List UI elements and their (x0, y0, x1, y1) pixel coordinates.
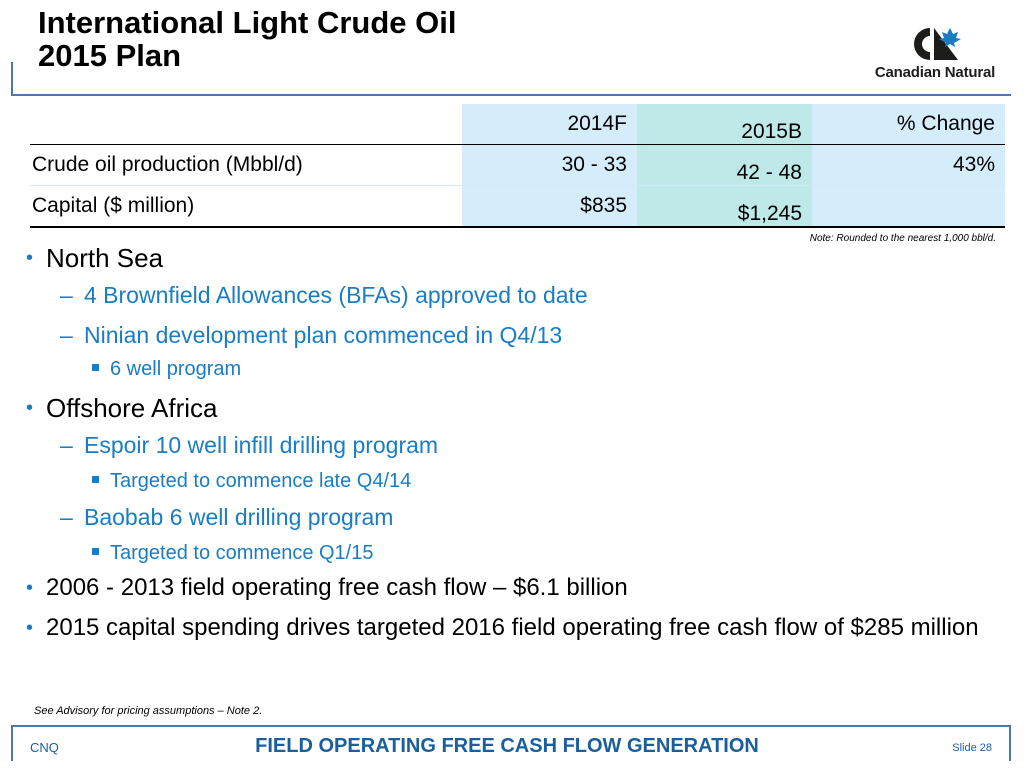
sub-bullet-item: – 4 Brownfield Allowances (BFAs) approve… (26, 280, 986, 310)
bullet-text: 2006 - 2013 field operating free cash fl… (46, 574, 628, 601)
table-header-2015b: 2015B (637, 104, 812, 145)
row-label: Capital ($ million) (30, 185, 462, 228)
sub-bullet-item: – Espoir 10 well infill drilling program (26, 430, 986, 460)
footer-frame (11, 725, 1011, 761)
bullet-item: • 2015 capital spending drives targeted … (26, 612, 986, 644)
cell-2015b: $1,245 (637, 185, 812, 228)
cell-2015b: 42 - 48 (637, 144, 812, 186)
sub-sub-bullet-item: Targeted to commence Q1/15 (26, 540, 986, 566)
bullet-item: • 2006 - 2013 field operating free cash … (26, 572, 986, 604)
advisory-note: See Advisory for pricing assumptions – N… (34, 705, 263, 717)
bullet-text: North Sea (46, 243, 164, 273)
dash-icon: – (60, 504, 73, 530)
bullet-dot-icon: • (26, 247, 34, 269)
production-capital-table: 2014F 2015B % Change Crude oil productio… (30, 104, 1005, 228)
slide-title-line1: International Light Crude Oil (38, 5, 457, 40)
dash-icon: – (60, 322, 73, 348)
bullet-dot-icon: • (26, 397, 34, 419)
footer-ticker: CNQ (30, 740, 59, 755)
logo-text: Canadian Natural (874, 64, 996, 81)
table-header-change: % Change (812, 104, 1005, 145)
bullet-dot-icon: • (26, 617, 34, 639)
table-header-row: 2014F 2015B % Change (30, 104, 1005, 145)
sub-bullet-text: 4 Brownfield Allowances (BFAs) approved … (84, 282, 588, 308)
table-row: Capital ($ million) $835 $1,245 (30, 185, 1005, 228)
bullet-text: Offshore Africa (46, 393, 218, 423)
cell-change: 43% (812, 144, 1005, 186)
sub-sub-bullet-text: Targeted to commence Q1/15 (110, 542, 374, 564)
bullet-text: 2015 capital spending drives targeted 20… (46, 614, 979, 641)
sub-bullet-text: Baobab 6 well drilling program (84, 504, 394, 530)
sub-sub-bullet-text: Targeted to commence late Q4/14 (110, 470, 412, 492)
bullet-item: • North Sea (26, 242, 986, 274)
sub-bullet-item: – Baobab 6 well drilling program (26, 502, 986, 532)
slide-title: International Light Crude Oil 2015 Plan (38, 6, 457, 72)
sub-bullet-text: Espoir 10 well infill drilling program (84, 432, 439, 458)
slide-number: Slide 28 (952, 742, 992, 754)
cell-2014f: $835 (462, 185, 637, 228)
table-header-2014f: 2014F (462, 104, 637, 145)
title-frame-divider (11, 62, 1011, 96)
bullet-item: • Offshore Africa (26, 392, 986, 424)
cell-2014f: 30 - 33 (462, 144, 637, 186)
slide-title-line2: 2015 Plan (38, 38, 182, 73)
bullet-dot-icon: • (26, 577, 34, 599)
footer-section-title: FIELD OPERATING FREE CASH FLOW GENERATIO… (255, 735, 759, 757)
cell-change (812, 185, 1005, 228)
table-note: Note: Rounded to the nearest 1,000 bbl/d… (809, 233, 996, 244)
square-bullet-icon (92, 476, 99, 483)
logo-mark-icon (914, 28, 961, 60)
dash-icon: – (60, 432, 73, 458)
dash-icon: – (60, 282, 73, 308)
sub-sub-bullet-item: Targeted to commence late Q4/14 (26, 468, 986, 494)
table-row: Crude oil production (Mbbl/d) 30 - 33 42… (30, 144, 1005, 186)
sub-sub-bullet-text: 6 well program (110, 358, 242, 380)
row-label: Crude oil production (Mbbl/d) (30, 144, 462, 186)
bullet-list: • North Sea – 4 Brownfield Allowances (B… (26, 242, 986, 644)
table-header-label (30, 104, 462, 145)
sub-bullet-item: – Ninian development plan commenced in Q… (26, 320, 986, 350)
canadian-natural-logo: Canadian Natural (872, 24, 998, 84)
square-bullet-icon (92, 548, 99, 555)
sub-sub-bullet-item: 6 well program (26, 356, 986, 382)
sub-bullet-text: Ninian development plan commenced in Q4/… (84, 322, 563, 348)
square-bullet-icon (92, 364, 99, 371)
